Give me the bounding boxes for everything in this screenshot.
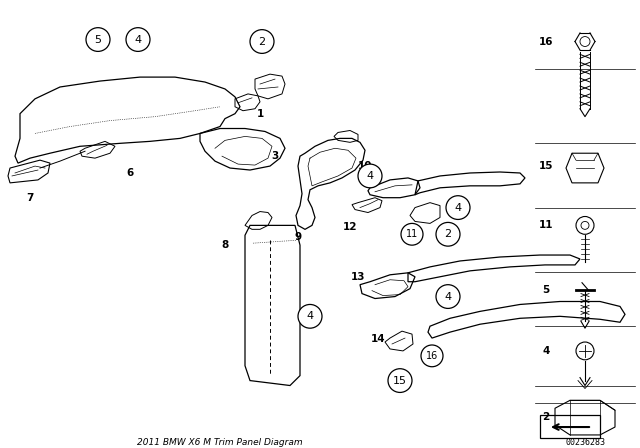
Text: 4: 4 (307, 311, 314, 321)
Text: 11: 11 (406, 229, 418, 239)
Circle shape (250, 30, 274, 53)
Text: 4: 4 (454, 202, 461, 213)
Text: 8: 8 (221, 240, 228, 250)
Text: 15: 15 (539, 161, 553, 171)
Circle shape (358, 164, 382, 188)
Text: 5: 5 (542, 284, 550, 295)
Text: 3: 3 (271, 151, 278, 161)
Text: 10: 10 (358, 161, 372, 171)
Text: 15: 15 (393, 375, 407, 386)
Circle shape (86, 28, 110, 52)
Text: 11: 11 (539, 220, 553, 230)
Text: 6: 6 (126, 168, 134, 178)
Circle shape (446, 196, 470, 220)
Text: 7: 7 (26, 193, 34, 202)
Text: 4: 4 (542, 346, 550, 356)
Text: 2011 BMW X6 M Trim Panel Diagram: 2011 BMW X6 M Trim Panel Diagram (137, 438, 303, 447)
Text: 2: 2 (444, 229, 452, 239)
Text: 4: 4 (367, 171, 374, 181)
Text: 9: 9 (294, 232, 301, 242)
Text: 2: 2 (542, 412, 550, 422)
Text: 16: 16 (539, 37, 553, 47)
Circle shape (126, 28, 150, 52)
Text: 4: 4 (134, 34, 141, 44)
Text: 1: 1 (257, 109, 264, 119)
Circle shape (436, 284, 460, 308)
Circle shape (298, 305, 322, 328)
Text: 14: 14 (371, 334, 385, 344)
Text: 16: 16 (426, 351, 438, 361)
Text: 12: 12 (343, 222, 357, 233)
Text: 13: 13 (351, 272, 365, 282)
Circle shape (436, 222, 460, 246)
Circle shape (421, 345, 443, 367)
Circle shape (388, 369, 412, 392)
Text: 00236283: 00236283 (565, 438, 605, 447)
Text: 5: 5 (95, 34, 102, 44)
Text: 2: 2 (259, 37, 266, 47)
Text: 4: 4 (444, 292, 452, 302)
Circle shape (401, 224, 423, 245)
